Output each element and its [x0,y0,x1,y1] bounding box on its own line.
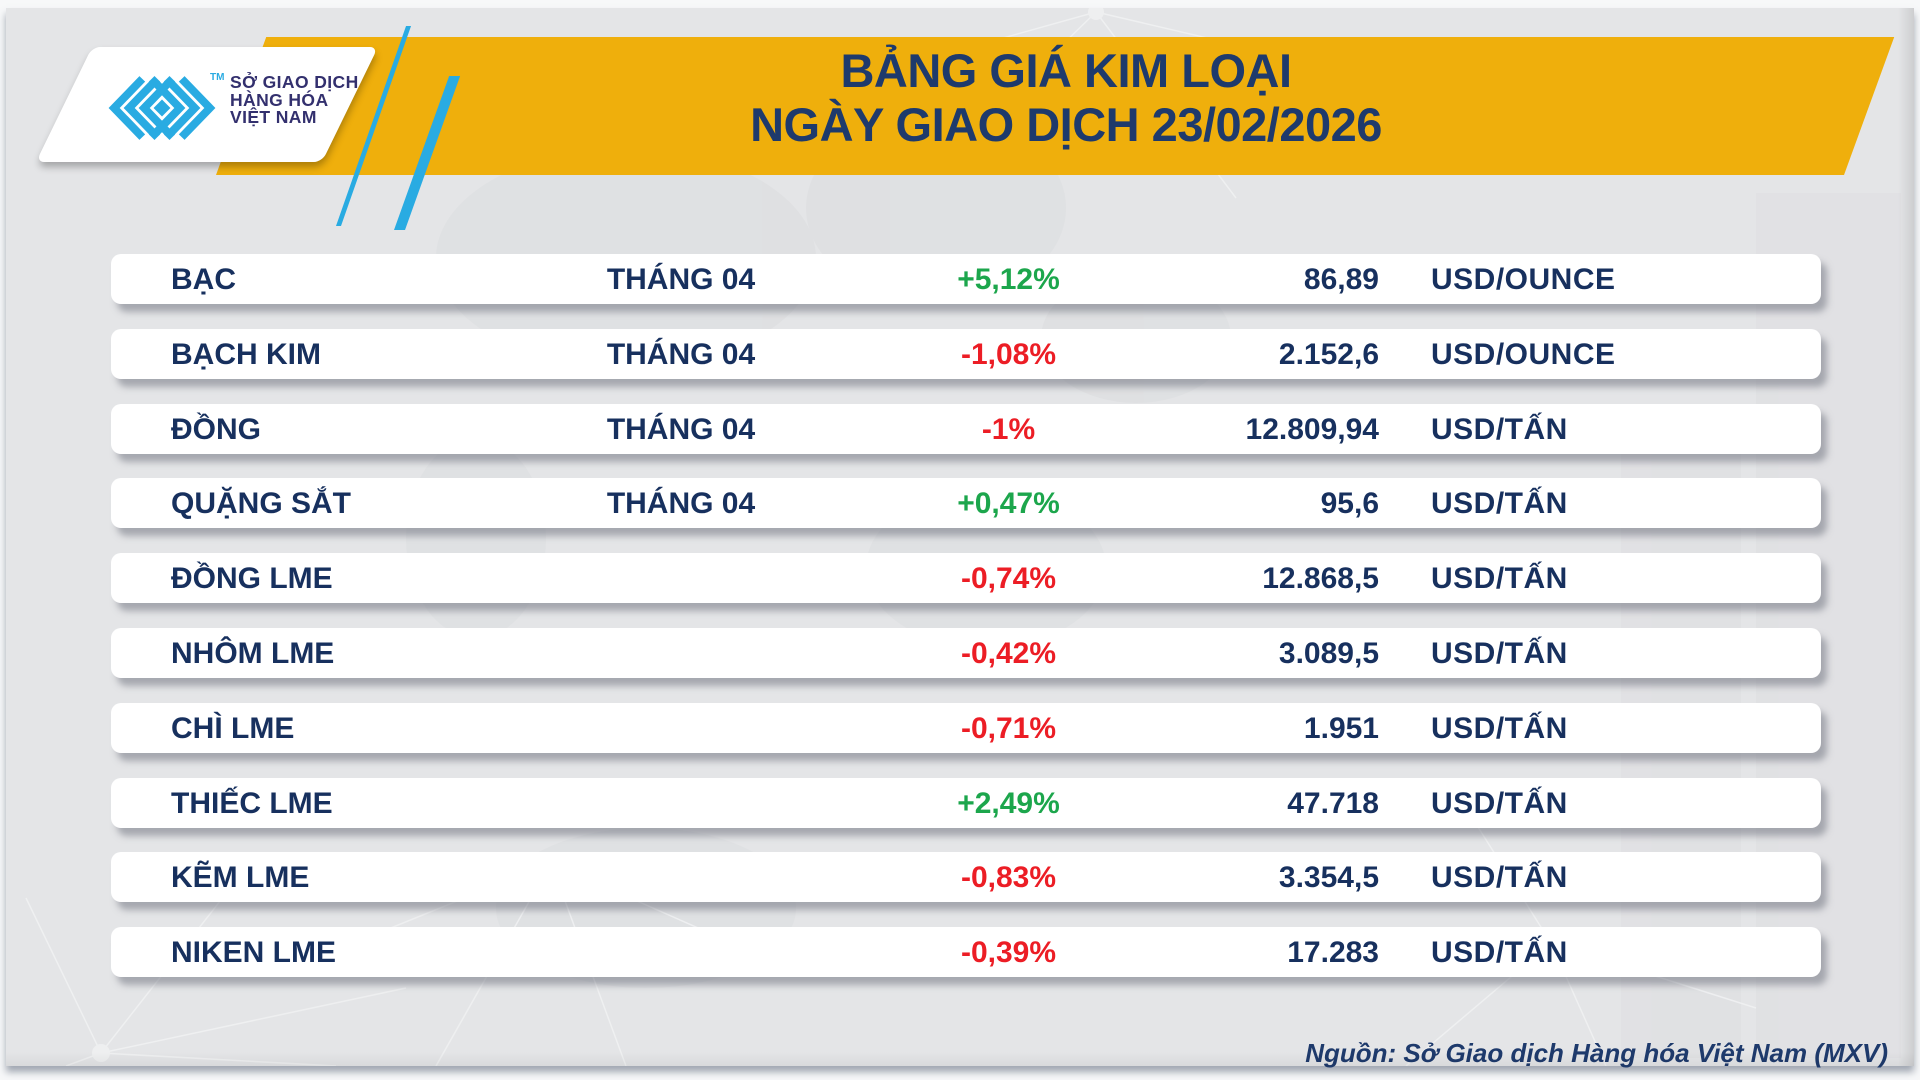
price-unit: USD/OUNCE [1431,338,1616,371]
contract-month [551,852,811,902]
price-unit: USD/TẤN [1431,936,1568,969]
percent-change: +2,49% [957,787,1060,820]
logo-org-line1: SỞ GIAO DỊCH [230,72,359,92]
table-row: ĐỒNG THÁNG 04 -1% 12.809,94 USD/TẤN [111,404,1821,454]
price-value: 2.152,6 [1278,338,1379,371]
logo-org-name: SỞ GIAO DỊCH HÀNG HÓA VIỆT NAM [230,72,359,127]
commodity-name: QUẶNG SẮT [171,487,351,520]
table-row: KẼM LME -0,83% 3.354,5 USD/TẤN [111,852,1821,902]
commodity-name: KẼM LME [171,861,310,894]
source-note: Nguồn: Sở Giao dịch Hàng hóa Việt Nam (M… [1305,1038,1888,1069]
page-title-line2: NGÀY GIAO DỊCH 23/02/2026 [750,98,1382,151]
price-unit: USD/TẤN [1431,637,1568,670]
price-unit: USD/TẤN [1431,562,1568,595]
contract-month [551,553,811,603]
percent-change: -0,42% [960,637,1057,670]
percent-change: +5,12% [957,263,1060,296]
logo-org-line3: VIỆT NAM [230,107,317,127]
mxv-chevron-icon [108,76,216,140]
table-row: BẠCH KIM THÁNG 04 -1,08% 2.152,6 USD/OUN… [111,329,1821,379]
right-edge-shading [1898,8,1914,1066]
price-unit: USD/TẤN [1431,413,1568,446]
contract-month [551,927,811,977]
percent-change: -1% [981,413,1036,446]
contract-month [551,703,811,753]
table-row: THIẾC LME +2,49% 47.718 USD/TẤN [111,778,1821,828]
price-unit: USD/TẤN [1431,712,1568,745]
contract-month [551,628,811,678]
table-row: ĐỒNG LME -0,74% 12.868,5 USD/TẤN [111,553,1821,603]
page-title-line1: BẢNG GIÁ KIM LOẠI [840,44,1292,97]
logo-org-line2: HÀNG HÓA [230,89,329,110]
price-value: 1.951 [1303,712,1379,745]
price-value: 47.718 [1287,787,1379,820]
percent-change: -0,71% [960,712,1057,745]
price-value: 3.089,5 [1278,637,1379,670]
contract-month [551,778,811,828]
price-value: 95,6 [1320,487,1379,520]
trademark-symbol: TM [210,72,225,83]
price-value: 12.809,94 [1245,413,1379,446]
mxv-logo: TM SỞ GIAO DỊCH HÀNG HÓA VIỆT NAM [6,8,466,238]
slide-background: TM SỞ GIAO DỊCH HÀNG HÓA VIỆT NAM BẢNG G… [6,8,1914,1069]
price-unit: USD/TẤN [1431,861,1568,894]
commodity-name: BẠCH KIM [171,338,321,371]
contract-month: THÁNG 04 [606,263,756,296]
price-value: 17.283 [1287,936,1379,969]
table-row: BẠC THÁNG 04 +5,12% 86,89 USD/OUNCE [111,254,1821,304]
contract-month: THÁNG 04 [606,413,756,446]
contract-month: THÁNG 04 [606,487,756,520]
table-row: CHÌ LME -0,71% 1.951 USD/TẤN [111,703,1821,753]
table-row: NHÔM LME -0,42% 3.089,5 USD/TẤN [111,628,1821,678]
price-unit: USD/OUNCE [1431,263,1616,296]
bottom-edge-shading [6,1052,1914,1066]
commodity-name: CHÌ LME [171,712,295,745]
commodity-name: NIKEN LME [171,936,336,969]
price-value: 12.868,5 [1262,562,1379,595]
percent-change: -0,74% [960,562,1057,595]
commodity-name: BẠC [171,263,236,296]
commodity-name: THIẾC LME [171,787,333,820]
price-unit: USD/TẤN [1431,487,1568,520]
price-value: 86,89 [1303,263,1379,296]
percent-change: -0,39% [960,936,1057,969]
table-row: QUẶNG SẮT THÁNG 04 +0,47% 95,6 USD/TẤN [111,478,1821,528]
price-unit: USD/TẤN [1431,787,1568,820]
percent-change: -1,08% [960,338,1057,371]
page-title: BẢNG GIÁ KIM LOẠI NGÀY GIAO DỊCH 23/02/2… [446,44,1686,152]
percent-change: -0,83% [960,861,1057,894]
commodity-name: ĐỒNG [171,413,261,446]
commodity-name: NHÔM LME [171,637,335,670]
percent-change: +0,47% [957,487,1060,520]
price-value: 3.354,5 [1278,861,1379,894]
table-row: NIKEN LME -0,39% 17.283 USD/TẤN [111,927,1821,977]
contract-month: THÁNG 04 [606,338,756,371]
commodity-name: ĐỒNG LME [171,562,333,595]
